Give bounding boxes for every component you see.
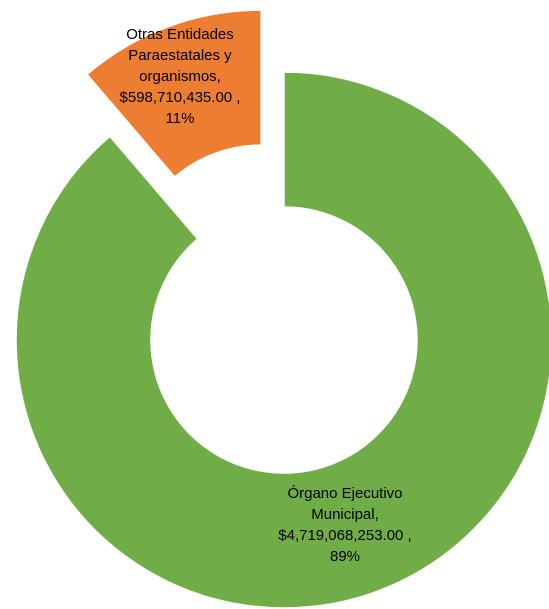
label-part: Otras Entidades Paraestatales y organism… [126,26,234,85]
data-label: Otras Entidades Paraestatales y organism… [100,24,260,129]
label-part: $4,719,068,253.00 , [278,527,412,544]
data-label: Órgano Ejecutivo Municipal, $4,719,068,25… [270,483,420,567]
label-part: Órgano Ejecutivo Municipal, [287,485,403,523]
label-part: 11% [165,110,195,127]
label-part: 89% [329,548,361,565]
donut-slice [85,9,262,179]
donut-slice [15,71,549,609]
label-part: $598,710,435.00 , [119,89,241,106]
